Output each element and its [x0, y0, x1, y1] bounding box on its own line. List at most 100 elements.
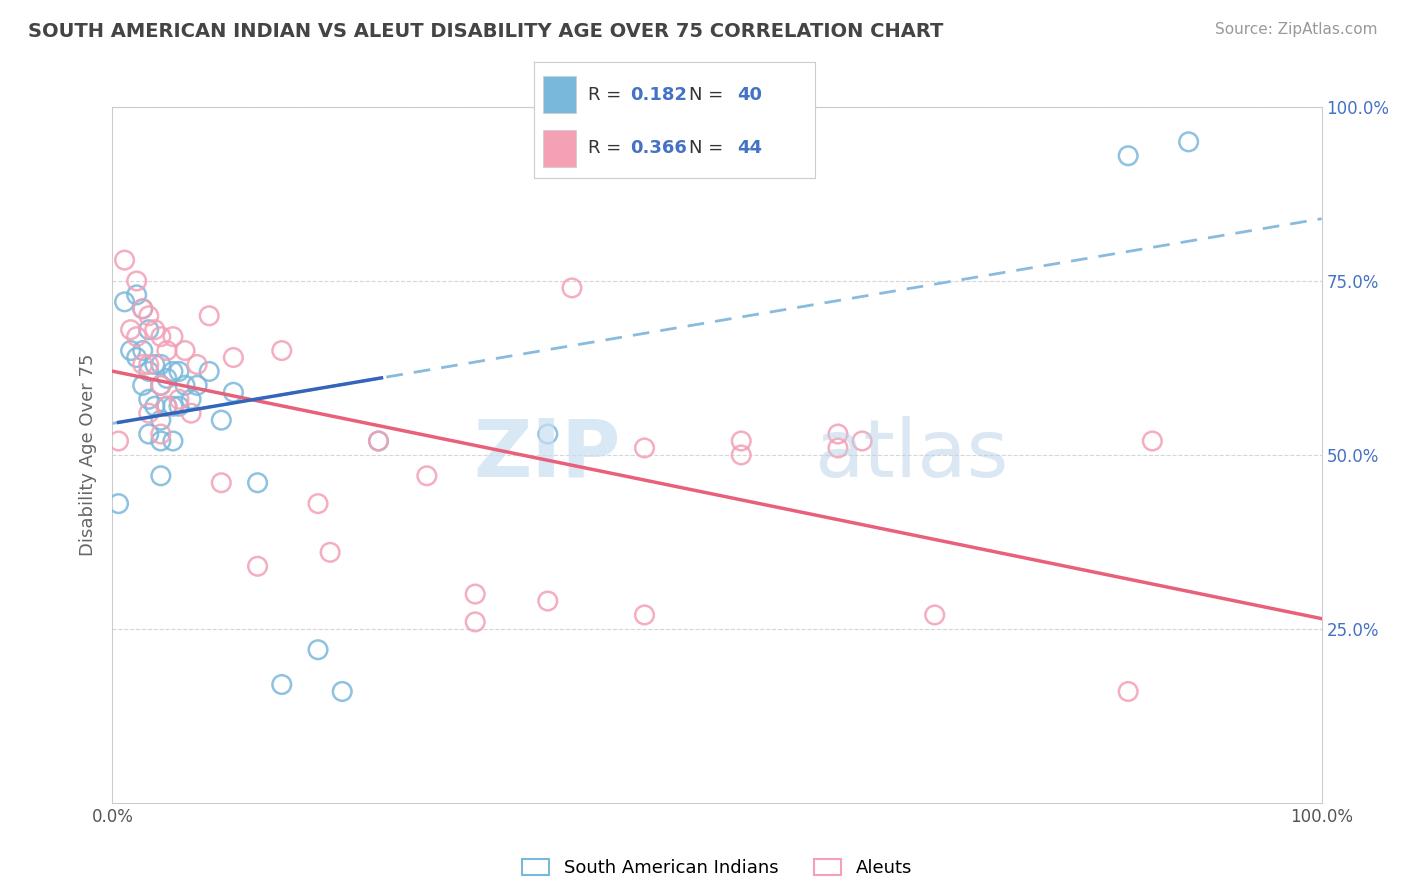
Text: Source: ZipAtlas.com: Source: ZipAtlas.com — [1215, 22, 1378, 37]
Point — [209, 475, 232, 490]
Point — [222, 351, 245, 365]
Point — [156, 399, 179, 413]
Point — [1177, 135, 1199, 149]
Point — [162, 364, 184, 378]
Point — [307, 642, 329, 657]
Point — [149, 427, 172, 442]
Point — [149, 413, 172, 427]
Point — [125, 274, 148, 288]
Point — [198, 309, 221, 323]
Point — [149, 434, 172, 448]
Point — [633, 607, 655, 622]
Point — [138, 323, 160, 337]
Point — [107, 497, 129, 511]
Point — [730, 448, 752, 462]
Text: 0.182: 0.182 — [630, 86, 688, 103]
Point — [114, 253, 136, 268]
Point — [330, 684, 353, 698]
Point — [156, 399, 179, 413]
Text: atlas: atlas — [814, 416, 1008, 494]
Text: 44: 44 — [737, 139, 762, 157]
Point — [367, 434, 389, 448]
Point — [246, 475, 269, 490]
Point — [561, 281, 583, 295]
Point — [138, 358, 160, 372]
Point — [162, 434, 184, 448]
Point — [162, 399, 184, 413]
Point — [1142, 434, 1164, 448]
Point — [270, 343, 292, 358]
Point — [367, 434, 389, 448]
Point — [156, 371, 179, 385]
Point — [464, 587, 486, 601]
Point — [1116, 149, 1139, 163]
Legend: South American Indians, Aleuts: South American Indians, Aleuts — [515, 852, 920, 884]
Point — [174, 378, 197, 392]
Point — [464, 615, 486, 629]
FancyBboxPatch shape — [543, 77, 576, 113]
Point — [149, 468, 172, 483]
Point — [120, 343, 142, 358]
Point — [167, 364, 190, 378]
Point — [156, 343, 179, 358]
Point — [143, 323, 166, 337]
Point — [537, 427, 560, 442]
Point — [827, 427, 849, 442]
Point — [162, 329, 184, 343]
Text: N =: N = — [689, 139, 728, 157]
Point — [149, 329, 172, 343]
Point — [1116, 684, 1139, 698]
Y-axis label: Disability Age Over 75: Disability Age Over 75 — [79, 353, 97, 557]
Point — [143, 358, 166, 372]
Point — [132, 378, 155, 392]
Point — [924, 607, 946, 622]
Text: R =: R = — [588, 139, 627, 157]
Point — [125, 351, 148, 365]
Point — [143, 399, 166, 413]
Point — [319, 545, 342, 559]
Point — [132, 358, 155, 372]
Point — [149, 378, 172, 392]
FancyBboxPatch shape — [543, 129, 576, 167]
Point — [132, 301, 155, 316]
Point — [138, 309, 160, 323]
Point — [730, 434, 752, 448]
Point — [138, 364, 160, 378]
Point — [180, 406, 202, 420]
Point — [167, 392, 190, 407]
Point — [107, 434, 129, 448]
Point — [167, 399, 190, 413]
Point — [186, 378, 208, 392]
Text: 0.366: 0.366 — [630, 139, 686, 157]
Point — [198, 364, 221, 378]
Point — [209, 413, 232, 427]
Point — [537, 594, 560, 608]
Point — [132, 343, 155, 358]
Point — [125, 329, 148, 343]
Point — [138, 427, 160, 442]
Point — [633, 441, 655, 455]
Point — [270, 677, 292, 691]
Point — [827, 441, 849, 455]
Point — [222, 385, 245, 400]
Point — [120, 323, 142, 337]
Point — [138, 392, 160, 407]
Point — [174, 343, 197, 358]
Point — [186, 358, 208, 372]
Point — [114, 294, 136, 309]
Point — [125, 288, 148, 302]
Text: R =: R = — [588, 86, 627, 103]
Point — [149, 358, 172, 372]
Text: ZIP: ZIP — [472, 416, 620, 494]
Point — [132, 301, 155, 316]
Text: N =: N = — [689, 86, 728, 103]
Point — [307, 497, 329, 511]
Point — [138, 406, 160, 420]
Point — [851, 434, 873, 448]
Text: SOUTH AMERICAN INDIAN VS ALEUT DISABILITY AGE OVER 75 CORRELATION CHART: SOUTH AMERICAN INDIAN VS ALEUT DISABILIT… — [28, 22, 943, 41]
Point — [180, 392, 202, 407]
Point — [149, 378, 172, 392]
Point — [416, 468, 439, 483]
Text: 40: 40 — [737, 86, 762, 103]
Point — [246, 559, 269, 574]
